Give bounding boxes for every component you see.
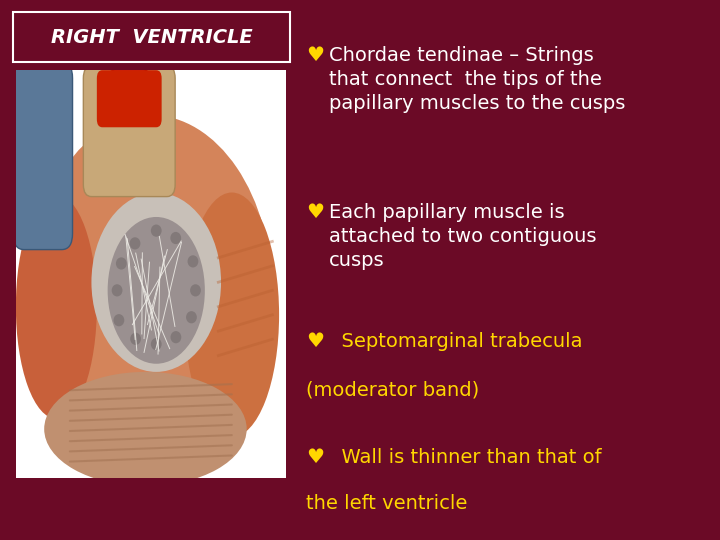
Text: ♥: ♥ [306, 46, 324, 65]
Text: ♥: ♥ [306, 448, 324, 467]
Ellipse shape [172, 334, 183, 346]
Text: Wall is thinner than that of: Wall is thinner than that of [329, 448, 602, 467]
Ellipse shape [108, 217, 205, 364]
Text: ♥: ♥ [306, 202, 324, 221]
Ellipse shape [194, 284, 204, 296]
Text: RIGHT  VENTRICLE: RIGHT VENTRICLE [50, 28, 253, 47]
Text: Each papillary muscle is
attached to two contiguous
cusps: Each papillary muscle is attached to two… [329, 202, 597, 270]
Text: (moderator band): (moderator band) [306, 381, 480, 400]
Ellipse shape [16, 194, 96, 419]
FancyBboxPatch shape [13, 62, 73, 249]
Ellipse shape [186, 315, 197, 327]
Ellipse shape [151, 340, 162, 353]
Ellipse shape [172, 238, 183, 250]
Ellipse shape [115, 254, 126, 266]
FancyBboxPatch shape [84, 66, 175, 197]
Ellipse shape [112, 284, 123, 296]
Text: the left ventricle: the left ventricle [306, 494, 467, 513]
Ellipse shape [30, 115, 272, 474]
FancyBboxPatch shape [16, 70, 286, 478]
Ellipse shape [188, 256, 199, 268]
Ellipse shape [151, 227, 162, 239]
Ellipse shape [91, 192, 221, 372]
Ellipse shape [44, 372, 247, 486]
FancyBboxPatch shape [13, 12, 290, 62]
Ellipse shape [130, 237, 141, 249]
Ellipse shape [184, 192, 279, 437]
Text: ♥: ♥ [306, 332, 324, 351]
Text: Septomarginal trabecula: Septomarginal trabecula [329, 332, 582, 351]
Text: Chordae tendinae – Strings
that connect  the tips of the
papillary muscles to th: Chordae tendinae – Strings that connect … [329, 46, 626, 113]
Ellipse shape [117, 314, 128, 326]
Ellipse shape [99, 66, 159, 115]
Ellipse shape [131, 330, 142, 343]
FancyBboxPatch shape [97, 70, 162, 127]
